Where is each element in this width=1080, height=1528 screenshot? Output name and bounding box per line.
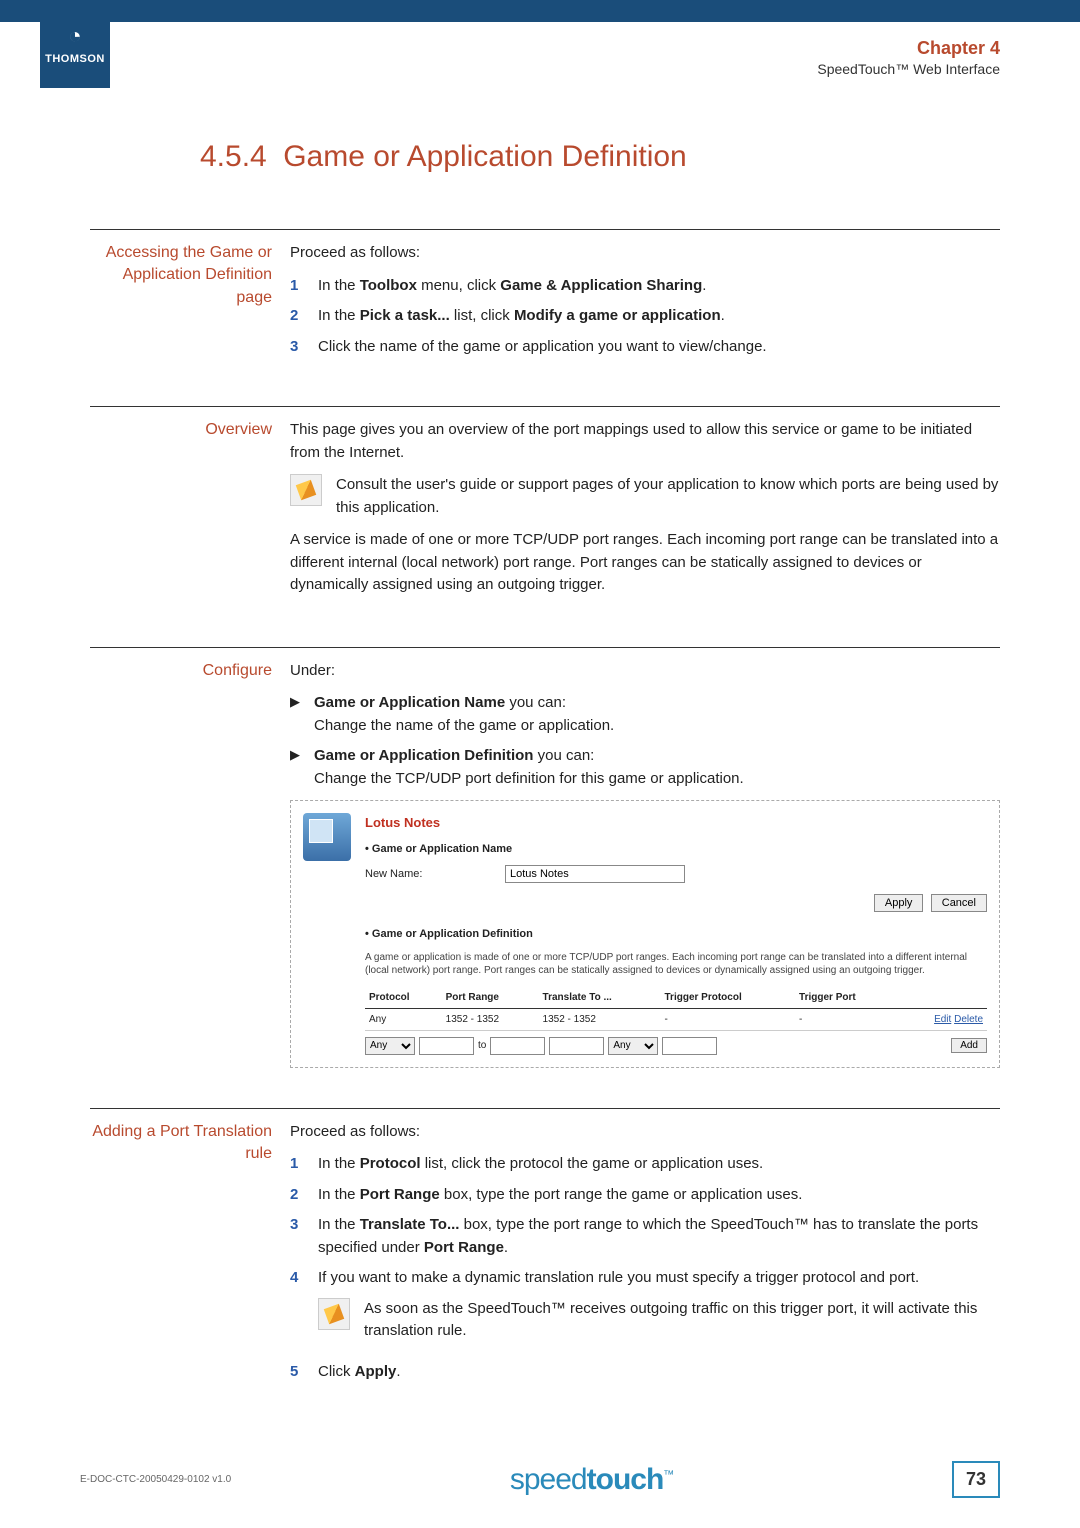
step-number: 4: [290, 1267, 318, 1353]
intro-text: Proceed as follows:: [290, 242, 1000, 265]
embedded-screenshot: Lotus Notes Game or Application Name New…: [290, 800, 1000, 1068]
note-text: Consult the user's guide or support page…: [336, 474, 1000, 519]
step-text: Click the name of the game or applicatio…: [318, 336, 1000, 359]
brand-logo: ◔ THOMSON: [40, 0, 110, 88]
portrange-to-input[interactable]: [490, 1037, 545, 1055]
trigger-port-input[interactable]: [662, 1037, 717, 1055]
doc-id: E-DOC-CTC-20050429-0102 v1.0: [80, 1474, 231, 1485]
step-number: 1: [290, 1153, 318, 1176]
pencil-icon: [290, 474, 322, 506]
bullet-text: Game or Application Name you can:Change …: [314, 692, 1000, 737]
page-footer: E-DOC-CTC-20050429-0102 v1.0 speedtouch™…: [80, 1461, 1000, 1498]
chapter-header: Chapter 4 SpeedTouch™ Web Interface: [817, 38, 1000, 77]
cell-trigproto: -: [661, 1008, 796, 1030]
label-accessing: Accessing the Game or Application Defini…: [90, 242, 290, 366]
note-row: Consult the user's guide or support page…: [290, 474, 1000, 519]
translate-input[interactable]: [549, 1037, 604, 1055]
configure-intro: Under:: [290, 660, 1000, 683]
step-number: 3: [290, 1214, 318, 1259]
newname-label: New Name:: [365, 866, 505, 883]
sshot-sub2: Game or Application Definition: [365, 926, 987, 943]
section-number: 4.5.4: [200, 140, 267, 173]
table-row: Any 1352 - 1352 1352 - 1352 - - Edit Del…: [365, 1008, 987, 1030]
th-trigport: Trigger Port: [795, 987, 897, 1009]
sshot-sub1: Game or Application Name: [365, 841, 987, 858]
cancel-button[interactable]: Cancel: [931, 894, 987, 912]
section-title: Game or Application Definition: [283, 140, 687, 173]
step-number: 1: [290, 275, 318, 298]
step-text: In the Pick a task... list, click Modify…: [318, 305, 1000, 328]
content-area: 4.5.4 Game or Application Definition Acc…: [90, 140, 1000, 1391]
portrange-from-input[interactable]: [419, 1037, 474, 1055]
globe-icon: ◔: [68, 23, 81, 49]
cell-trigport: -: [795, 1008, 897, 1030]
cell-translate: 1352 - 1352: [539, 1008, 661, 1030]
step-text: In the Toolbox menu, click Game & Applic…: [318, 275, 1000, 298]
apply-button[interactable]: Apply: [874, 894, 924, 912]
protocol-select[interactable]: Any: [365, 1037, 415, 1055]
newname-input[interactable]: [505, 865, 685, 883]
cell-protocol: Any: [365, 1008, 442, 1030]
block-overview: Overview This page gives you an overview…: [90, 406, 1000, 607]
label-configure: Configure: [90, 660, 290, 1068]
overview-p2: A service is made of one or more TCP/UDP…: [290, 529, 1000, 597]
th-trigproto: Trigger Protocol: [661, 987, 796, 1009]
step-number: 5: [290, 1361, 318, 1384]
block-configure: Configure Under: ▶Game or Application Na…: [90, 647, 1000, 1068]
adding-intro: Proceed as follows:: [290, 1121, 1000, 1144]
th-translate: Translate To ...: [539, 987, 661, 1009]
step-text: In the Protocol list, click the protocol…: [318, 1153, 1000, 1176]
step-number: 3: [290, 336, 318, 359]
add-button[interactable]: Add: [951, 1038, 987, 1053]
chapter-title: Chapter 4: [817, 38, 1000, 59]
chapter-subtitle: SpeedTouch™ Web Interface: [817, 61, 1000, 77]
trigger-protocol-select[interactable]: Any: [608, 1037, 658, 1055]
block-accessing: Accessing the Game or Application Defini…: [90, 229, 1000, 366]
page-number: 73: [952, 1461, 1000, 1498]
th-protocol: Protocol: [365, 987, 442, 1009]
label-overview: Overview: [90, 419, 290, 607]
block-adding: Adding a Port Translation rule Proceed a…: [90, 1108, 1000, 1392]
to-label: to: [478, 1038, 486, 1053]
th-portrange: Port Range: [442, 987, 539, 1009]
add-rule-row: Any to Any Add: [365, 1037, 987, 1055]
arrow-icon: ▶: [290, 745, 314, 790]
step-text: Click Apply.: [318, 1361, 1000, 1384]
step-text: If you want to make a dynamic translatio…: [318, 1267, 1000, 1353]
table-header-row: Protocol Port Range Translate To ... Tri…: [365, 987, 987, 1009]
cell-portrange: 1352 - 1352: [442, 1008, 539, 1030]
footer-logo: speedtouch™: [510, 1463, 673, 1497]
sshot-title: Lotus Notes: [365, 813, 987, 833]
label-adding: Adding a Port Translation rule: [90, 1121, 290, 1392]
overview-p1: This page gives you an overview of the p…: [290, 419, 1000, 464]
app-icon: [303, 813, 351, 861]
step-number: 2: [290, 1184, 318, 1207]
step-text: In the Translate To... box, type the por…: [318, 1214, 1000, 1259]
top-bar: [0, 0, 1080, 22]
sshot-desc: A game or application is made of one or …: [365, 951, 987, 977]
bullet-text: Game or Application Definition you can:C…: [314, 745, 1000, 790]
step-text: In the Port Range box, type the port ran…: [318, 1184, 1000, 1207]
delete-link[interactable]: Delete: [954, 1014, 983, 1025]
brand-name: THOMSON: [45, 53, 105, 65]
port-table: Protocol Port Range Translate To ... Tri…: [365, 987, 987, 1031]
step-number: 2: [290, 305, 318, 328]
arrow-icon: ▶: [290, 692, 314, 737]
note-text: As soon as the SpeedTouch™ receives outg…: [364, 1298, 1000, 1343]
edit-link[interactable]: Edit: [934, 1014, 951, 1025]
pencil-icon: [318, 1298, 350, 1330]
